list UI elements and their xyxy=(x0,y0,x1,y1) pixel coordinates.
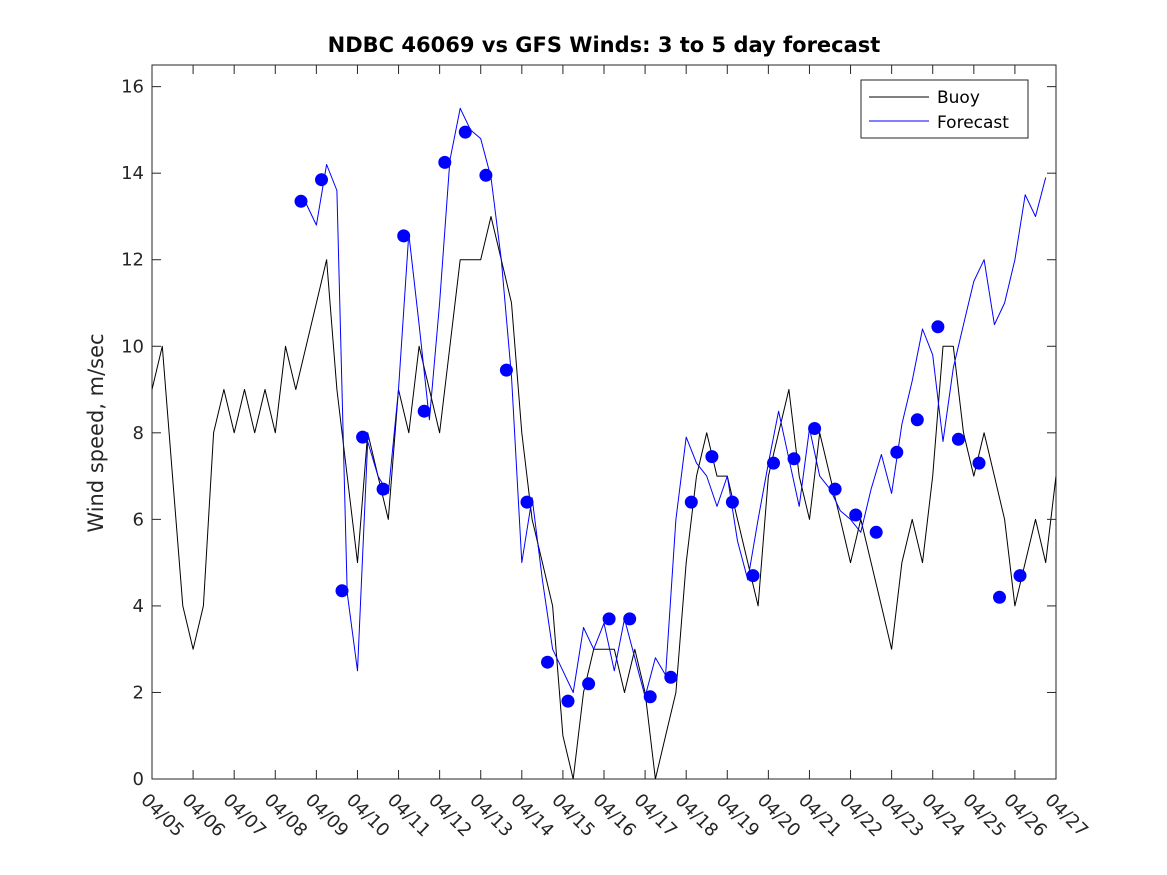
forecast-marker xyxy=(315,173,328,186)
forecast-marker xyxy=(685,496,698,509)
y-tick-label: 2 xyxy=(133,682,144,703)
forecast-marker xyxy=(829,483,842,496)
y-tick-label: 10 xyxy=(121,336,144,357)
forecast-marker xyxy=(644,690,657,703)
forecast-marker xyxy=(1014,569,1027,582)
forecast-marker xyxy=(336,584,349,597)
forecast-marker xyxy=(849,509,862,522)
forecast-marker xyxy=(377,483,390,496)
forecast-marker xyxy=(726,496,739,509)
forecast-marker xyxy=(973,457,986,470)
forecast-marker xyxy=(931,320,944,333)
forecast-marker xyxy=(603,612,616,625)
y-tick-label: 8 xyxy=(133,423,144,444)
wind-speed-chart: NDBC 46069 vs GFS Winds: 3 to 5 day fore… xyxy=(0,0,1167,875)
forecast-marker xyxy=(479,169,492,182)
forecast-marker xyxy=(459,126,472,139)
forecast-marker xyxy=(397,229,410,242)
y-tick-label: 0 xyxy=(133,769,144,790)
forecast-marker xyxy=(664,671,677,684)
forecast-marker xyxy=(541,656,554,669)
forecast-marker xyxy=(808,422,821,435)
y-axis-label: Wind speed, m/sec xyxy=(84,333,108,532)
forecast-marker xyxy=(418,405,431,418)
forecast-marker xyxy=(890,446,903,459)
legend-label-buoy: Buoy xyxy=(937,88,980,108)
forecast-marker xyxy=(562,695,575,708)
forecast-marker xyxy=(788,452,801,465)
forecast-marker xyxy=(993,591,1006,604)
y-tick-label: 4 xyxy=(133,596,144,617)
forecast-marker xyxy=(623,612,636,625)
forecast-marker xyxy=(705,450,718,463)
forecast-marker xyxy=(870,526,883,539)
forecast-marker xyxy=(911,413,924,426)
forecast-marker xyxy=(295,195,308,208)
y-tick-label: 12 xyxy=(121,250,144,271)
forecast-marker xyxy=(582,677,595,690)
forecast-marker xyxy=(747,569,760,582)
forecast-marker xyxy=(356,431,369,444)
y-tick-label: 6 xyxy=(133,509,144,530)
chart-title: NDBC 46069 vs GFS Winds: 3 to 5 day fore… xyxy=(328,33,881,57)
forecast-marker xyxy=(767,457,780,470)
y-tick-label: 16 xyxy=(121,77,144,98)
legend-label-forecast: Forecast xyxy=(937,113,1009,133)
forecast-marker xyxy=(521,496,534,509)
forecast-marker xyxy=(952,433,965,446)
legend: Buoy Forecast xyxy=(861,80,1028,138)
forecast-marker xyxy=(500,364,513,377)
y-tick-label: 14 xyxy=(121,163,144,184)
forecast-marker xyxy=(438,156,451,169)
